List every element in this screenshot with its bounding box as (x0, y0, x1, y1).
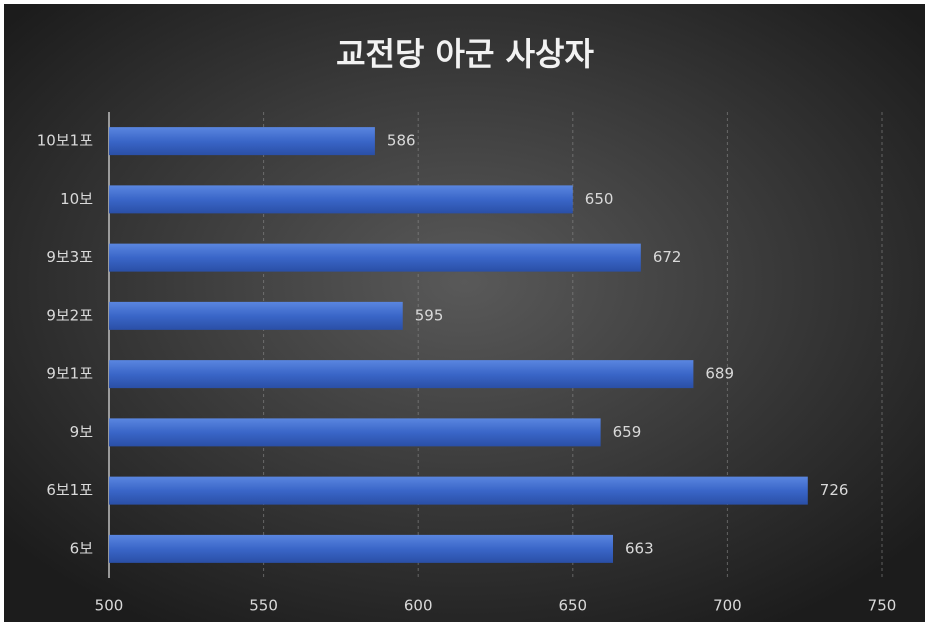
x-tick-label: 700 (713, 597, 742, 615)
bar (109, 534, 613, 563)
y-tick-label: 6보1포 (46, 481, 93, 499)
bar (109, 243, 641, 272)
bar (109, 127, 375, 156)
data-label: 659 (613, 423, 642, 441)
bar (109, 301, 403, 330)
y-tick-label: 9보 (70, 423, 94, 441)
bar (109, 185, 573, 214)
bar (109, 360, 694, 389)
y-tick-label: 10보 (60, 190, 93, 208)
chart-title: 교전당 아군 사상자 (336, 35, 594, 73)
y-tick-label: 6보 (70, 539, 94, 557)
data-label: 672 (653, 248, 682, 266)
x-tick-label: 500 (95, 597, 124, 615)
data-label: 586 (387, 132, 416, 150)
data-label: 689 (705, 365, 734, 383)
bar (109, 418, 601, 447)
x-tick-label: 650 (558, 597, 587, 615)
x-tick-label: 600 (404, 597, 433, 615)
y-tick-label: 9보1포 (46, 365, 93, 383)
data-label: 663 (625, 539, 654, 557)
data-label: 595 (415, 306, 444, 324)
x-tick-label: 750 (868, 597, 897, 615)
data-label: 726 (820, 481, 849, 499)
bar (109, 476, 808, 505)
y-tick-label: 9보2포 (46, 306, 93, 324)
x-tick-label: 550 (249, 597, 278, 615)
y-tick-label: 9보3포 (46, 248, 93, 266)
y-tick-label: 10보1포 (37, 132, 93, 150)
data-label: 650 (585, 190, 614, 208)
